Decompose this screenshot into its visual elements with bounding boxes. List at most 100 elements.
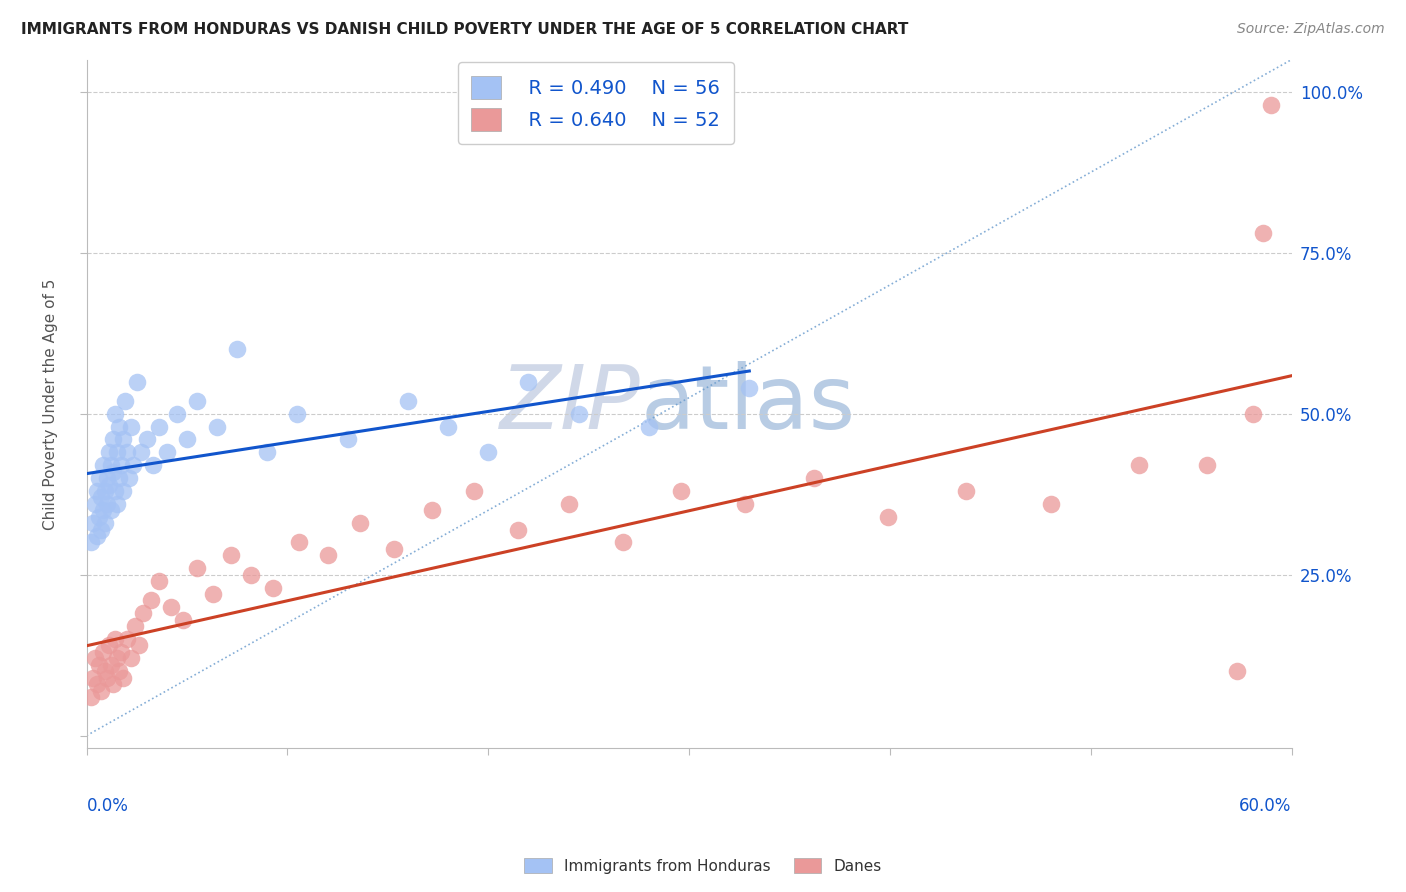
Point: [160, 599, 183, 614]
Point: [508, 523, 530, 537]
Point: [101, 677, 124, 691]
Point: [638, 419, 661, 434]
Point: [101, 465, 124, 479]
Y-axis label: Child Poverty Under the Age of 5: Child Poverty Under the Age of 5: [44, 278, 58, 530]
Point: [79, 690, 101, 704]
Point: [125, 375, 148, 389]
Point: [83, 497, 105, 511]
Point: [79, 535, 101, 549]
Point: [105, 445, 128, 459]
Point: [1260, 97, 1282, 112]
Point: [186, 393, 208, 408]
Point: [97, 445, 120, 459]
Point: [316, 549, 339, 563]
Point: [118, 471, 141, 485]
Point: [86, 529, 108, 543]
Point: [96, 471, 118, 485]
Point: [128, 639, 150, 653]
Point: [86, 677, 108, 691]
Point: [139, 593, 162, 607]
Point: [96, 497, 118, 511]
Point: [226, 343, 249, 357]
Point: [100, 657, 122, 672]
Point: [111, 483, 134, 498]
Point: [104, 632, 127, 646]
Point: [114, 393, 136, 408]
Point: [288, 535, 311, 549]
Point: [1128, 458, 1150, 473]
Point: [148, 419, 170, 434]
Point: [100, 503, 122, 517]
Point: [420, 503, 443, 517]
Point: [110, 645, 132, 659]
Point: [90, 683, 112, 698]
Legend:   R = 0.490    N = 56,   R = 0.640    N = 52: R = 0.490 N = 56, R = 0.640 N = 52: [458, 62, 734, 145]
Point: [142, 458, 165, 473]
Point: [876, 509, 898, 524]
Point: [97, 477, 120, 491]
Point: [612, 535, 634, 549]
Point: [86, 483, 108, 498]
Point: [120, 651, 142, 665]
Point: [105, 497, 128, 511]
Point: [105, 651, 128, 665]
Legend: Immigrants from Honduras, Danes: Immigrants from Honduras, Danes: [519, 852, 887, 880]
Point: [1197, 458, 1219, 473]
Point: [477, 445, 499, 459]
Point: [107, 419, 129, 434]
Point: [93, 483, 115, 498]
Point: [437, 419, 460, 434]
Point: [91, 645, 114, 659]
Point: [955, 483, 977, 498]
Text: atlas: atlas: [641, 360, 856, 448]
Point: [803, 471, 825, 485]
Point: [738, 381, 761, 395]
Point: [557, 497, 579, 511]
Point: [176, 433, 198, 447]
Point: [87, 657, 110, 672]
Point: [1253, 227, 1275, 241]
Point: [568, 407, 591, 421]
Text: 0.0%: 0.0%: [87, 797, 128, 814]
Text: Source: ZipAtlas.com: Source: ZipAtlas.com: [1237, 22, 1385, 37]
Point: [121, 458, 143, 473]
Point: [90, 491, 112, 505]
Point: [111, 671, 134, 685]
Point: [172, 613, 194, 627]
Point: [82, 516, 104, 530]
Point: [156, 445, 179, 459]
Point: [734, 497, 756, 511]
Point: [104, 483, 127, 498]
Point: [148, 574, 170, 588]
Text: IMMIGRANTS FROM HONDURAS VS DANISH CHILD POVERTY UNDER THE AGE OF 5 CORRELATION : IMMIGRANTS FROM HONDURAS VS DANISH CHILD…: [21, 22, 908, 37]
Point: [97, 639, 120, 653]
Text: 60.0%: 60.0%: [1239, 797, 1292, 814]
Point: [396, 393, 419, 408]
Point: [166, 407, 188, 421]
Point: [101, 433, 124, 447]
Point: [202, 587, 225, 601]
Point: [110, 458, 132, 473]
Point: [336, 433, 359, 447]
Point: [93, 664, 115, 678]
Point: [82, 671, 104, 685]
Point: [115, 632, 138, 646]
Point: [120, 419, 142, 434]
Point: [463, 483, 485, 498]
Point: [382, 541, 405, 556]
Point: [240, 567, 263, 582]
Point: [87, 509, 110, 524]
Point: [287, 407, 309, 421]
Point: [93, 516, 115, 530]
Point: [186, 561, 208, 575]
Point: [669, 483, 692, 498]
Point: [1039, 497, 1062, 511]
Point: [91, 503, 114, 517]
Point: [107, 471, 129, 485]
Point: [1226, 664, 1249, 678]
Point: [349, 516, 371, 530]
Point: [1241, 407, 1264, 421]
Point: [91, 458, 114, 473]
Point: [83, 651, 105, 665]
Point: [87, 471, 110, 485]
